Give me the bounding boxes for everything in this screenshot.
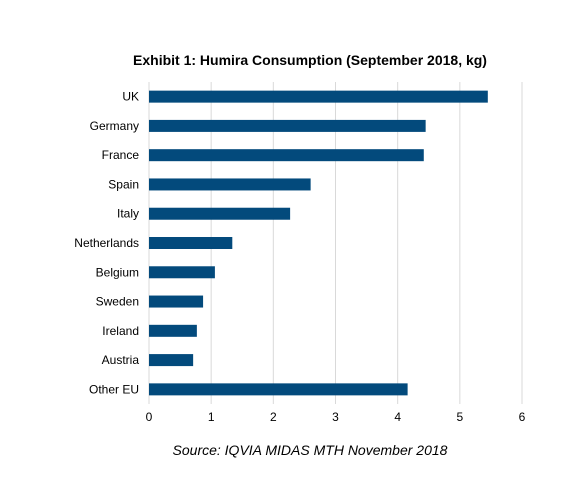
x-tick-label: 4 <box>394 410 401 424</box>
bar <box>149 383 408 396</box>
x-tick-label: 3 <box>332 410 339 424</box>
x-tick-label: 0 <box>146 410 153 424</box>
bar <box>149 90 488 103</box>
x-tick-label: 6 <box>519 410 526 424</box>
category-label: Other EU <box>89 382 139 396</box>
chart-title: Exhibit 1: Humira Consumption (September… <box>133 52 487 68</box>
category-label: Sweden <box>96 295 139 309</box>
bar <box>149 119 426 132</box>
bar <box>149 266 215 279</box>
x-tick-labels: 0 1 2 3 4 5 6 <box>146 410 526 424</box>
x-tick-label: 2 <box>270 410 277 424</box>
category-label: Ireland <box>102 324 139 338</box>
bar <box>149 207 291 220</box>
category-label: Italy <box>117 207 139 221</box>
bar <box>149 324 197 337</box>
x-tick-label: 5 <box>456 410 463 424</box>
category-label: Belgium <box>96 265 139 279</box>
category-label: Germany <box>90 119 139 133</box>
bar <box>149 295 204 308</box>
category-label: France <box>102 148 140 162</box>
bar <box>149 237 233 249</box>
bar <box>149 149 424 162</box>
x-tick-label: 1 <box>208 410 215 424</box>
category-label: UK <box>122 90 139 104</box>
bars <box>149 90 488 396</box>
category-label: Netherlands <box>74 236 139 250</box>
category-labels: UK Germany France Spain Italy Netherlands Belg… <box>74 90 139 397</box>
category-label: Austria <box>102 353 140 367</box>
category-label: Spain <box>108 177 139 191</box>
bar <box>149 178 311 191</box>
bar <box>149 354 194 367</box>
chart-source: Source: IQVIA MIDAS MTH November 2018 <box>172 442 448 458</box>
